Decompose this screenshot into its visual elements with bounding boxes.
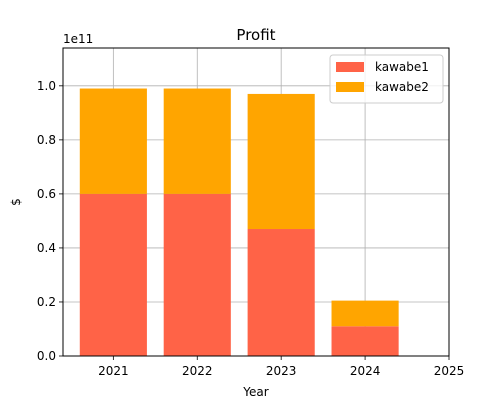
legend-label-kawabe1: kawabe1 (375, 60, 429, 74)
bar-kawabe2-2021 (79, 88, 147, 194)
x-tick-label: 2024 (350, 364, 381, 378)
x-tick-label: 2022 (182, 364, 213, 378)
y-tick-label: 0.4 (37, 241, 56, 255)
bar-kawabe1-2024 (331, 326, 399, 356)
y-tick-label: 0.0 (37, 349, 56, 363)
y-tick-label: 0.2 (37, 295, 56, 309)
bar-kawabe1-2023 (247, 229, 315, 356)
bars (79, 88, 399, 356)
y-offset-label: 1e11 (63, 32, 93, 46)
legend: kawabe1 kawabe2 (329, 54, 444, 104)
y-axis: 0.0 0.2 0.4 0.6 0.8 1.0 (37, 79, 63, 363)
bar-kawabe1-2022 (163, 193, 231, 356)
bar-kawabe2-2022 (163, 88, 231, 194)
x-tick-label: 2021 (98, 364, 129, 378)
y-tick-label: 1.0 (37, 79, 56, 93)
bar-kawabe2-2023 (247, 93, 315, 230)
x-axis-label: Year (242, 385, 268, 399)
y-tick-label: 0.8 (37, 133, 56, 147)
y-axis-label: $ (9, 198, 23, 206)
chart-title: Profit (236, 26, 275, 44)
bar-kawabe2-2024 (331, 300, 399, 327)
legend-swatch-kawabe1 (336, 62, 364, 72)
x-tick-label: 2025 (434, 364, 465, 378)
x-axis: 2021 2022 2023 2024 2025 (98, 356, 464, 378)
x-tick-label: 2023 (266, 364, 297, 378)
plot-frame (62, 47, 450, 357)
bar-kawabe1-2021 (79, 193, 147, 356)
legend-label-kawabe2: kawabe2 (375, 80, 429, 94)
legend-swatch-kawabe2 (336, 82, 364, 92)
y-tick-label: 0.6 (37, 187, 56, 201)
